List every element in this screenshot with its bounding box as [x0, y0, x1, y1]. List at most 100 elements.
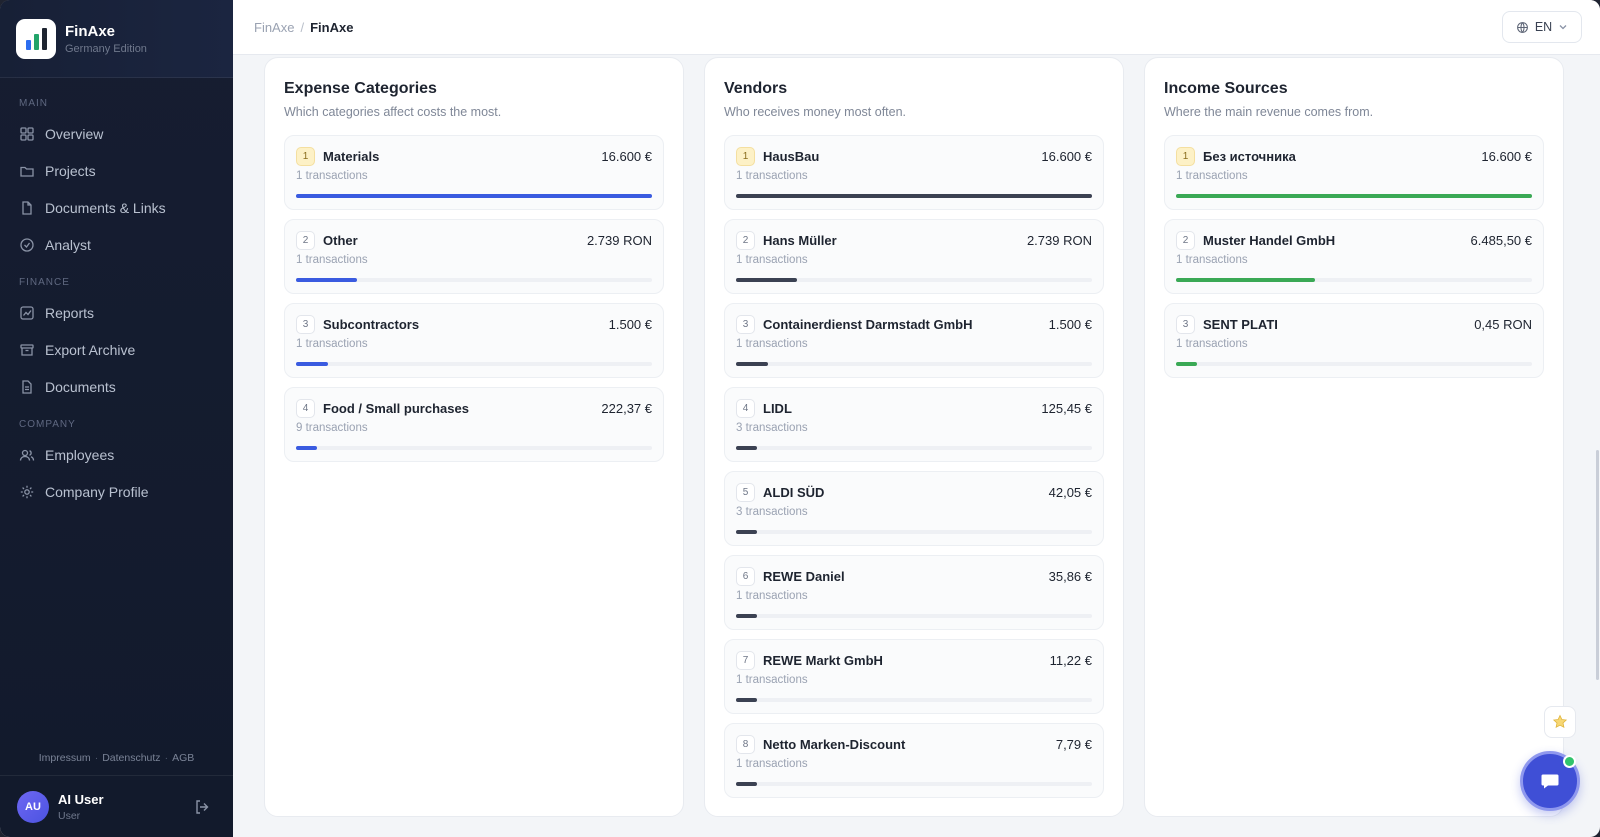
sidebar-item-employees[interactable]: Employees — [0, 436, 233, 473]
sidebar-item-reports[interactable]: Reports — [0, 294, 233, 331]
transaction-count: 1 transactions — [736, 590, 808, 602]
item-amount: 11,22 € — [1049, 653, 1092, 668]
share-bar-track — [296, 194, 652, 198]
sidebar-item-analyst[interactable]: Analyst — [0, 226, 233, 263]
list-item[interactable]: 1 Без источника 16.600 € 1 transactions — [1164, 135, 1544, 210]
agb-link[interactable]: AGB — [172, 752, 195, 764]
scrollbar[interactable] — [1596, 450, 1599, 680]
list-item[interactable]: 2 Muster Handel GmbH 6.485,50 € 1 transacti… — [1164, 219, 1544, 294]
chat-button[interactable] — [1520, 751, 1580, 811]
rank-badge: 2 — [296, 231, 315, 250]
share-bar-track — [736, 698, 1092, 702]
item-name: LIDL — [763, 401, 792, 416]
rank-badge: 4 — [736, 399, 755, 418]
list-item[interactable]: 2 Hans Müller 2.739 RON 1 transactions — [724, 219, 1104, 294]
item-name: Containerdienst Darmstadt GmbH — [763, 317, 973, 332]
favorite-button[interactable] — [1544, 706, 1576, 738]
rank-badge: 3 — [736, 315, 755, 334]
list-item[interactable]: 2 Other 2.739 RON 1 transactions — [284, 219, 664, 294]
item-name: REWE Markt GmbH — [763, 653, 883, 668]
share-bar-track — [1176, 194, 1532, 198]
language-selector[interactable]: EN — [1502, 11, 1582, 43]
nav-section-company: COMPANY — [19, 419, 76, 430]
item-amount: 16.600 € — [601, 149, 652, 164]
share-bar-track — [296, 278, 652, 282]
list-item[interactable]: 6 REWE Daniel 35,86 € 1 transactions — [724, 555, 1104, 630]
breadcrumb: FinAxe / FinAxe — [254, 19, 354, 35]
share-bar-track — [736, 614, 1092, 618]
chat-bubble-icon — [1541, 774, 1559, 789]
list-item[interactable]: 3 Containerdienst Darmstadt GmbH 1.500 € 1 … — [724, 303, 1104, 378]
list-item[interactable]: 3 SENT PLATI 0,45 RON 1 transactions — [1164, 303, 1544, 378]
sidebar: FinAxe Germany Edition MAIN Overview Pro… — [0, 0, 233, 837]
list-item[interactable]: 4 Food / Small purchases 222,37 € 9 transac… — [284, 387, 664, 462]
share-bar-track — [736, 278, 1092, 282]
share-bar-track — [1176, 278, 1532, 282]
transaction-count: 1 transactions — [296, 254, 368, 266]
list-item[interactable]: 1 HausBau 16.600 € 1 transactions — [724, 135, 1104, 210]
item-amount: 16.600 € — [1481, 149, 1532, 164]
rank-badge: 3 — [296, 315, 315, 334]
sidebar-item-documents[interactable]: Documents — [0, 368, 233, 405]
folder-icon — [20, 166, 34, 177]
share-bar-track — [736, 530, 1092, 534]
transaction-count: 1 transactions — [736, 338, 808, 350]
item-name: SENT PLATI — [1203, 317, 1278, 332]
share-bar-fill — [1176, 278, 1315, 282]
sidebar-item-label: Projects — [45, 162, 96, 179]
share-bar-track — [736, 362, 1092, 366]
list-item[interactable]: 7 REWE Markt GmbH 11,22 € 1 transactions — [724, 639, 1104, 714]
rank-badge: 2 — [736, 231, 755, 250]
brand[interactable]: FinAxe Germany Edition — [0, 0, 233, 78]
transaction-count: 1 transactions — [736, 254, 808, 266]
sidebar-item-label: Company Profile — [45, 483, 149, 500]
user-name: AI User — [58, 791, 104, 807]
sidebar-item-documents-links[interactable]: Documents & Links — [0, 189, 233, 226]
transaction-count: 9 transactions — [296, 422, 368, 434]
sidebar-item-overview[interactable]: Overview — [0, 115, 233, 152]
transaction-count: 1 transactions — [736, 170, 808, 182]
transaction-count: 3 transactions — [736, 422, 808, 434]
sidebar-item-label: Documents & Links — [45, 199, 166, 216]
share-bar-fill — [736, 446, 758, 450]
chart-icon — [20, 305, 34, 320]
rank-badge: 7 — [736, 651, 755, 670]
rank-badge: 1 — [736, 147, 755, 166]
share-bar-fill — [1176, 194, 1532, 198]
finaxe-logo-icon — [16, 18, 56, 59]
archive-icon — [20, 343, 34, 356]
list-item[interactable]: 4 LIDL 125,45 € 3 transactions — [724, 387, 1104, 462]
breadcrumb-root[interactable]: FinAxe — [254, 19, 295, 35]
sidebar-item-company-profile[interactable]: Company Profile — [0, 473, 233, 510]
datenschutz-link[interactable]: Datenschutz — [102, 752, 161, 764]
share-bar-fill — [736, 278, 797, 282]
item-amount: 1.500 € — [1048, 317, 1092, 332]
item-amount: 0,45 RON — [1474, 317, 1532, 332]
impressum-link[interactable]: Impressum — [38, 752, 91, 764]
item-name: Hans Müller — [763, 233, 837, 248]
card-title: Vendors — [724, 80, 788, 97]
share-bar-fill — [296, 362, 329, 366]
list-item[interactable]: 1 Materials 16.600 € 1 transactions — [284, 135, 664, 210]
share-bar-track — [1176, 362, 1532, 366]
avatar[interactable]: AU — [17, 790, 49, 823]
list-item[interactable]: 3 Subcontractors 1.500 € 1 transactions — [284, 303, 664, 378]
transaction-count: 1 transactions — [1176, 338, 1248, 350]
item-name: Materials — [323, 149, 380, 164]
item-amount: 42,05 € — [1048, 485, 1092, 500]
list-item[interactable]: 8 Netto Marken-Discount 7,79 € 1 transactio… — [724, 723, 1104, 798]
sidebar-item-projects[interactable]: Projects — [0, 152, 233, 189]
sidebar-item-label: Export Archive — [45, 341, 136, 358]
list-item[interactable]: 5 ALDI SÜD 42,05 € 3 transactions — [724, 471, 1104, 546]
share-bar-fill — [736, 698, 758, 702]
share-bar-track — [736, 194, 1092, 198]
user-profile: AU AI User User — [0, 775, 233, 837]
sidebar-item-export-archive[interactable]: Export Archive — [0, 331, 233, 368]
globe-icon — [1516, 21, 1528, 33]
logout-icon[interactable] — [193, 798, 211, 816]
item-amount: 7,79 € — [1055, 737, 1092, 752]
item-name: REWE Daniel — [763, 569, 845, 584]
transaction-count: 1 transactions — [296, 338, 368, 350]
main-content: FinAxe / FinAxe EN Expense Categories Which… — [233, 0, 1600, 837]
rank-badge: 3 — [1176, 315, 1195, 334]
